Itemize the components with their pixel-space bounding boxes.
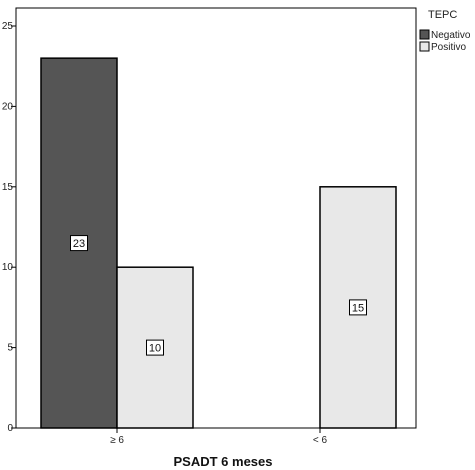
- data-label: 15: [352, 302, 364, 314]
- legend-swatch-positivo: [419, 41, 430, 52]
- legend-label-positivo: Positivo: [431, 42, 466, 53]
- legend-title: TEPC: [428, 9, 457, 21]
- x-axis-title: PSADT 6 meses: [174, 454, 273, 469]
- legend-label-negativo: Negativo: [431, 30, 471, 41]
- data-label-box: [70, 235, 88, 252]
- x-axis: ≥ 6 < 6: [110, 428, 328, 446]
- y-axis: 0 5 10 15 20 25: [2, 21, 16, 434]
- y-tick-label: 0: [7, 423, 13, 434]
- x-tick-label: < 6: [313, 435, 328, 446]
- data-label: 10: [149, 343, 161, 355]
- x-tick-label: ≥ 6: [110, 435, 124, 446]
- y-tick-label: 25: [2, 21, 14, 32]
- data-label: 23: [73, 238, 85, 250]
- data-label-box: [146, 339, 164, 356]
- y-tick-label: 10: [2, 262, 14, 273]
- y-tick-label: 20: [2, 101, 14, 112]
- y-tick-label: 15: [2, 182, 14, 193]
- data-labels: 23 10 15: [70, 235, 367, 356]
- y-tick-label: 5: [7, 343, 13, 354]
- data-label-box: [349, 299, 367, 316]
- legend-swatch-negativo: [419, 29, 430, 40]
